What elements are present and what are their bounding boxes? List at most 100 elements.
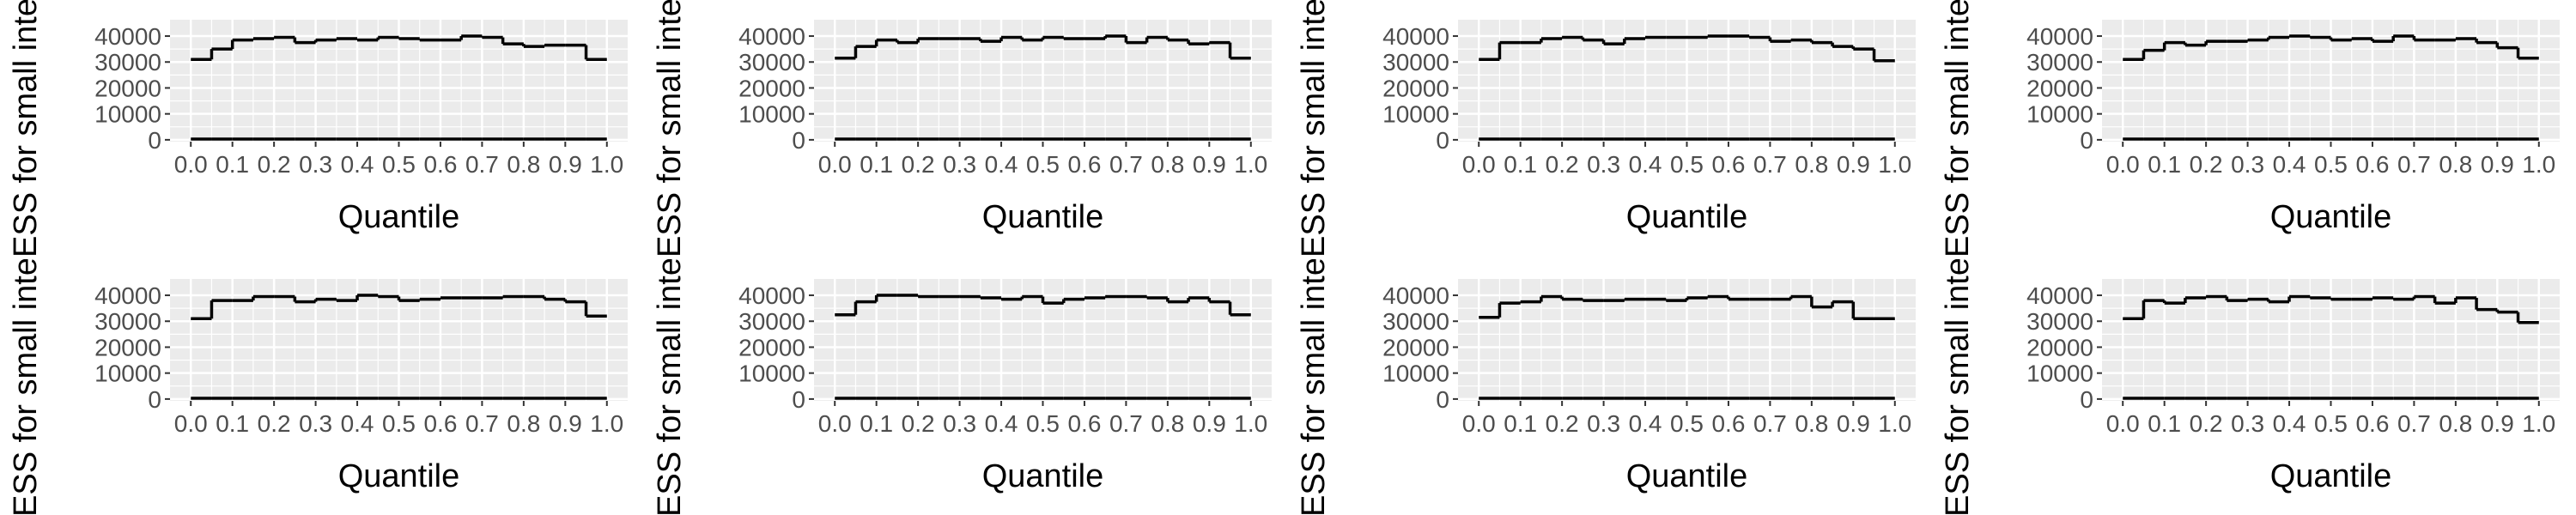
y-axis-label-group: ESS for small intervals <box>1296 189 1332 515</box>
x-tick-label: 0.8 <box>507 410 540 437</box>
x-tick-label: 0.7 <box>2397 410 2431 437</box>
x-tick-label: 0.4 <box>985 151 1018 178</box>
y-tick-label: 10000 <box>94 360 161 387</box>
x-tick-label: 0.6 <box>2355 410 2389 437</box>
x-tick-label: 0.3 <box>1587 410 1620 437</box>
y-tick-label: 0 <box>1436 127 1449 154</box>
x-tick-label: 0.8 <box>2439 410 2472 437</box>
y-axis-label-group: ESS for small intervals <box>1296 0 1332 258</box>
y-tick-label: 40000 <box>738 23 805 50</box>
y-tick-label: 20000 <box>94 75 161 101</box>
y-axis-label-group: ESS for small intervals <box>1940 189 1976 515</box>
x-tick-label: 0.9 <box>1193 151 1226 178</box>
x-tick-label: 0.1 <box>1504 151 1537 178</box>
y-tick-label: 40000 <box>94 23 161 50</box>
x-tick-label: 0.3 <box>299 151 332 178</box>
x-tick-label: 0.6 <box>1711 410 1745 437</box>
y-tick-label: 40000 <box>1382 23 1449 50</box>
y-tick-label: 0 <box>148 127 161 154</box>
x-tick-label: 1.0 <box>2522 410 2555 437</box>
x-tick-label: 1.0 <box>2522 151 2555 178</box>
y-tick-label: 10000 <box>2026 360 2093 387</box>
y-axis-label-group: ESS for small intervals <box>652 0 688 258</box>
x-tick-label: 0.8 <box>1795 151 1828 178</box>
x-tick-label: 1.0 <box>590 151 623 178</box>
y-tick-label: 10000 <box>1382 360 1449 387</box>
x-tick-label: 0.8 <box>507 151 540 178</box>
y-tick-label: 30000 <box>2026 49 2093 76</box>
x-axis-label: Quantile <box>1626 458 1748 494</box>
x-tick-label: 0.0 <box>2106 151 2140 178</box>
y-axis-label-group: ESS for small intervals <box>8 259 44 515</box>
x-tick-label: 1.0 <box>1878 151 1911 178</box>
y-tick-label: 20000 <box>738 75 805 101</box>
y-tick-label: 40000 <box>1382 282 1449 309</box>
x-tick-label: 0.5 <box>382 151 416 178</box>
x-tick-label: 0.9 <box>549 151 582 178</box>
x-tick-label: 0.1 <box>2148 410 2181 437</box>
y-axis-label: ESS for small intervals <box>1296 0 1332 258</box>
x-tick-label: 0.9 <box>2481 410 2514 437</box>
y-axis-label: ESS for small intervals <box>1940 0 1976 258</box>
x-tick-label: 1.0 <box>1234 410 1267 437</box>
y-tick-label: 0 <box>148 386 161 413</box>
y-tick-label: 40000 <box>738 282 805 309</box>
x-tick-label: 0.2 <box>1546 410 1579 437</box>
x-axis-label: Quantile <box>1626 199 1748 235</box>
x-axis-label: Quantile <box>338 458 460 494</box>
x-tick-label: 0.3 <box>943 410 976 437</box>
y-axis-label-group: ESS for small intervals <box>652 259 688 515</box>
y-tick-label: 20000 <box>94 334 161 360</box>
x-tick-label: 0.2 <box>2190 151 2223 178</box>
x-tick-label: 0.4 <box>985 410 1018 437</box>
y-tick-label: 20000 <box>738 334 805 360</box>
x-tick-label: 0.7 <box>1753 410 1787 437</box>
x-tick-label: 0.2 <box>1546 151 1579 178</box>
x-tick-label: 0.7 <box>1109 151 1143 178</box>
x-tick-label: 0.6 <box>423 151 457 178</box>
x-tick-label: 0.1 <box>1504 410 1537 437</box>
y-tick-label: 30000 <box>738 308 805 335</box>
x-tick-label: 0.6 <box>1711 151 1745 178</box>
x-tick-label: 0.3 <box>1587 151 1620 178</box>
x-tick-label: 0.8 <box>1151 410 1184 437</box>
x-tick-label: 0.8 <box>1151 151 1184 178</box>
x-tick-label: 0.9 <box>1837 410 1870 437</box>
x-tick-label: 0.4 <box>2273 410 2306 437</box>
x-axis-label: Quantile <box>2270 199 2392 235</box>
y-tick-label: 30000 <box>2026 308 2093 335</box>
y-tick-label: 0 <box>2080 386 2093 413</box>
x-tick-label: 0.9 <box>549 410 582 437</box>
x-tick-label: 0.2 <box>258 151 291 178</box>
x-axis-label: Quantile <box>982 199 1104 235</box>
x-tick-label: 0.5 <box>1670 410 1704 437</box>
x-tick-label: 0.5 <box>1670 151 1704 178</box>
x-tick-label: 0.4 <box>1629 151 1662 178</box>
y-axis-label: ESS for small intervals <box>1296 189 1332 515</box>
x-tick-label: 0.2 <box>258 410 291 437</box>
x-tick-label: 0.7 <box>465 151 499 178</box>
x-tick-label: 1.0 <box>1234 151 1267 178</box>
x-tick-label: 0.4 <box>1629 410 1662 437</box>
y-tick-label: 10000 <box>738 360 805 387</box>
y-tick-label: 30000 <box>94 49 161 76</box>
y-tick-label: 30000 <box>738 49 805 76</box>
x-tick-label: 0.2 <box>902 151 935 178</box>
x-tick-label: 0.2 <box>2190 410 2223 437</box>
x-tick-label: 0.6 <box>423 410 457 437</box>
x-tick-label: 0.0 <box>174 151 208 178</box>
y-axis-label: ESS for small intervals <box>8 0 44 258</box>
y-axis-label: ESS for small intervals <box>1940 189 1976 515</box>
x-tick-label: 0.5 <box>1026 151 1060 178</box>
y-tick-label: 10000 <box>1382 101 1449 128</box>
y-tick-label: 0 <box>1436 386 1449 413</box>
x-tick-label: 0.5 <box>2314 151 2348 178</box>
